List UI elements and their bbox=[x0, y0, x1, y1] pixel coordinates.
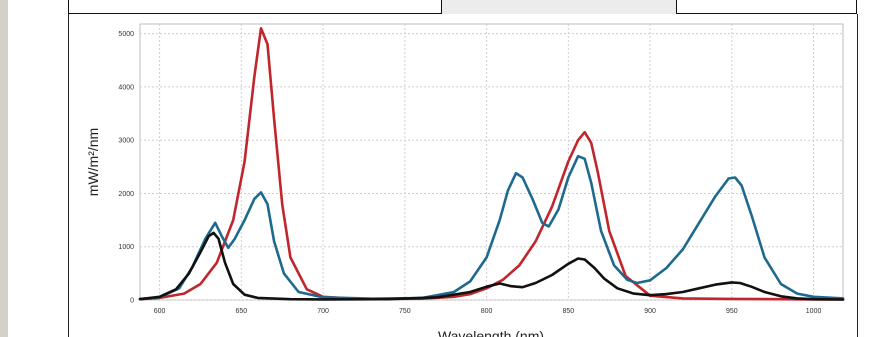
x-tick-label: 800 bbox=[481, 308, 493, 315]
window-side-strip bbox=[0, 0, 8, 337]
x-axis-label: Wavelength (nm) bbox=[438, 328, 544, 337]
y-tick-label: 4000 bbox=[118, 84, 134, 91]
x-tick-label: 1000 bbox=[806, 308, 822, 315]
x-tick-label: 900 bbox=[644, 308, 656, 315]
x-tick-label: 750 bbox=[399, 308, 411, 315]
y-tick-label: 0 bbox=[130, 298, 134, 305]
x-tick-label: 700 bbox=[317, 308, 329, 315]
y-tick-label: 5000 bbox=[118, 31, 134, 38]
plot-area bbox=[139, 23, 844, 301]
y-axis-label: mW/m²/nm bbox=[85, 128, 101, 196]
x-tick-label: 600 bbox=[154, 308, 166, 315]
y-tick-labels: 0 1000 2000 3000 4000 5000 bbox=[118, 31, 134, 304]
x-tick-label: 950 bbox=[726, 308, 738, 315]
x-tick-label: 850 bbox=[562, 308, 574, 315]
chart-frame bbox=[68, 14, 858, 337]
series-line-1 bbox=[138, 27, 845, 301]
y-tick-label: 1000 bbox=[118, 244, 134, 251]
y-tick-label: 2000 bbox=[118, 191, 134, 198]
top-table-frame bbox=[68, 0, 857, 14]
x-tick-labels: 600 650 700 750 800 850 900 950 1000 bbox=[154, 308, 822, 315]
y-tick-label: 3000 bbox=[118, 138, 134, 145]
series-lines bbox=[138, 27, 845, 301]
top-table-cell bbox=[441, 0, 677, 14]
x-tick-label: 650 bbox=[236, 308, 248, 315]
series-line-2 bbox=[138, 154, 845, 301]
series-line-3 bbox=[138, 231, 845, 301]
